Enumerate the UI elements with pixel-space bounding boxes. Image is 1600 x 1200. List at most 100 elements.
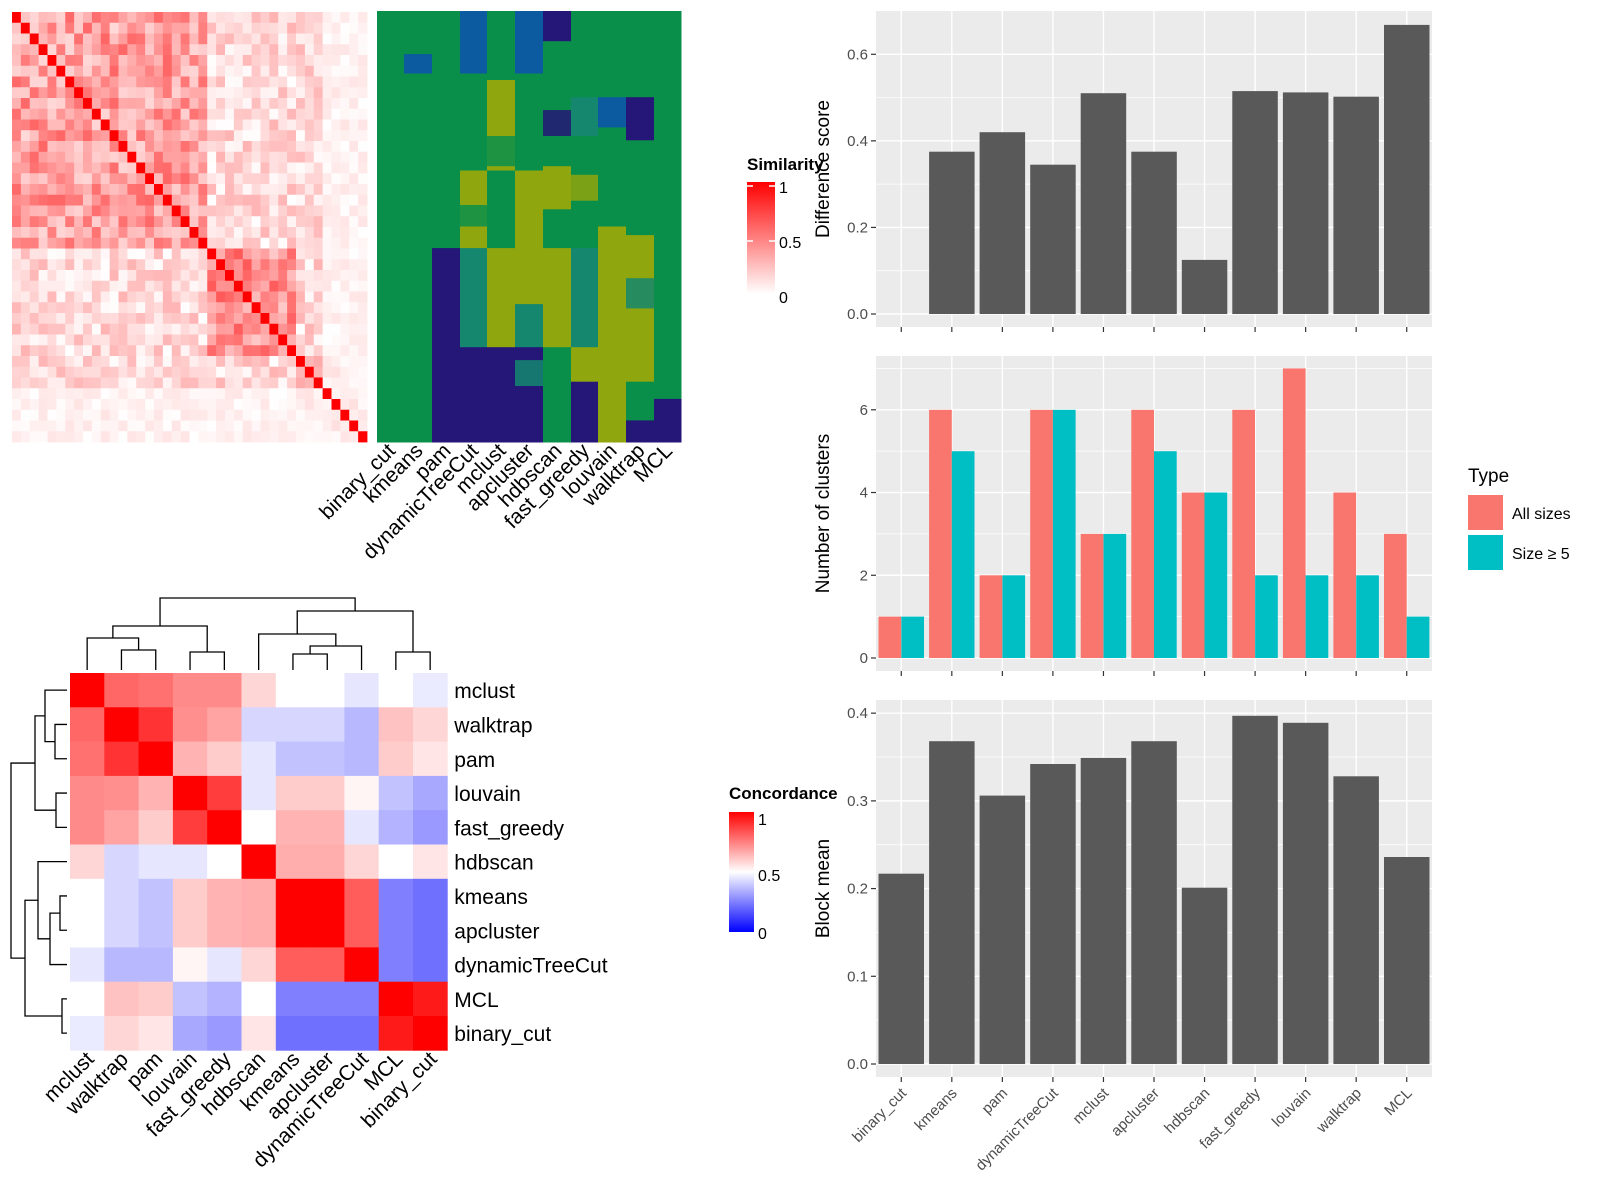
similarity-cell <box>287 130 297 142</box>
similarity-cell <box>136 334 146 346</box>
similarity-cell <box>154 87 164 99</box>
similarity-cell <box>100 237 111 249</box>
similarity-cell <box>251 366 261 378</box>
similarity-cell <box>216 87 226 99</box>
similarity-cell <box>171 87 182 99</box>
similarity-cell <box>38 227 48 239</box>
concordance-col-labels: mclustwalktrappamlouvainfast_greedyhdbsc… <box>40 1047 442 1172</box>
bar-size5 <box>1305 575 1329 658</box>
similarity-cell <box>198 119 208 131</box>
similarity-cell <box>136 76 146 88</box>
concordance-row-label: pam <box>454 749 495 772</box>
similarity-cell <box>180 194 190 206</box>
similarity-cell <box>340 356 350 368</box>
similarity-cell <box>198 291 208 303</box>
similarity-cell <box>296 65 306 77</box>
similarity-cell <box>83 205 93 217</box>
similarity-cell <box>56 216 66 228</box>
similarity-cell <box>145 248 155 260</box>
similarity-cell <box>145 108 155 120</box>
similarity-cell <box>38 302 48 314</box>
similarity-cell <box>12 409 22 421</box>
similarity-cell <box>358 431 368 443</box>
similarity-cell <box>91 55 102 67</box>
similarity-cell <box>56 194 66 206</box>
similarity-cell <box>38 334 48 346</box>
similarity-cell <box>233 216 244 228</box>
similarity-cell <box>207 409 217 421</box>
similarity-cell <box>349 259 359 271</box>
similarity-cell <box>296 130 306 142</box>
similarity-cell <box>100 302 111 314</box>
similarity-cell <box>65 108 75 120</box>
similarity-cell <box>29 22 40 34</box>
similarity-cell <box>145 216 155 228</box>
similarity-cell <box>91 366 102 378</box>
similarity-cell <box>304 12 315 24</box>
similarity-cell <box>216 55 226 67</box>
similarity-cell <box>296 12 306 24</box>
similarity-cell <box>331 162 341 174</box>
similarity-cell <box>349 76 359 88</box>
similarity-cell <box>145 205 155 217</box>
similarity-cell <box>29 173 40 185</box>
similarity-cell <box>207 377 217 389</box>
similarity-cell <box>136 377 146 389</box>
similarity-cell <box>278 248 288 260</box>
concordance-row-label: apcluster <box>454 920 539 943</box>
similarity-cell <box>278 313 288 325</box>
similarity-cell <box>47 270 57 282</box>
concordance-cell <box>241 810 277 845</box>
similarity-cell <box>242 65 253 77</box>
similarity-cell <box>65 76 75 88</box>
similarity-cell <box>20 409 31 421</box>
concordance-cell <box>172 878 208 914</box>
similarity-cell <box>225 345 235 357</box>
concordance-cell <box>413 981 448 1017</box>
similarity-cell <box>136 162 146 174</box>
similarity-cell <box>83 399 93 411</box>
similarity-cell <box>251 141 261 153</box>
similarity-cell <box>91 162 102 174</box>
concordance-cell <box>138 810 174 845</box>
similarity-cell <box>47 399 57 411</box>
similarity-cell <box>12 216 22 228</box>
similarity-cell <box>65 194 75 206</box>
similarity-cell <box>322 227 332 239</box>
bar <box>1232 91 1278 314</box>
similarity-cell <box>242 33 253 45</box>
x-tick-label: MCL <box>1381 1085 1415 1119</box>
concordance-cell <box>275 913 311 948</box>
similarity-cell <box>74 55 84 67</box>
similarity-cell <box>207 151 217 163</box>
similarity-cell <box>251 323 261 335</box>
concordance-cell <box>138 981 174 1017</box>
bar <box>1232 715 1278 1064</box>
similarity-cell <box>322 216 332 228</box>
similarity-cell <box>100 345 111 357</box>
similarity-cell <box>269 216 279 228</box>
similarity-cell <box>242 216 253 228</box>
similarity-cell <box>287 44 297 56</box>
similarity-cell <box>340 87 350 99</box>
concordance-legend-tick: 0.5 <box>758 868 780 885</box>
similarity-cell <box>287 302 297 314</box>
similarity-cell <box>12 345 22 357</box>
concordance-cell <box>378 844 414 880</box>
similarity-cell <box>20 270 31 282</box>
concordance-cell <box>70 775 105 811</box>
similarity-cell <box>278 334 288 346</box>
similarity-cell <box>225 65 235 77</box>
similarity-cell <box>118 237 128 249</box>
similarity-cell <box>91 420 102 432</box>
similarity-cell <box>242 248 253 260</box>
similarity-cell <box>313 141 324 153</box>
similarity-cell <box>269 248 279 260</box>
concordance-cell <box>104 810 139 845</box>
similarity-cell <box>74 151 84 163</box>
similarity-cell <box>29 65 40 77</box>
similarity-cell <box>145 130 155 142</box>
similarity-cell <box>91 334 102 346</box>
similarity-cell <box>109 76 119 88</box>
similarity-cell <box>100 98 111 110</box>
